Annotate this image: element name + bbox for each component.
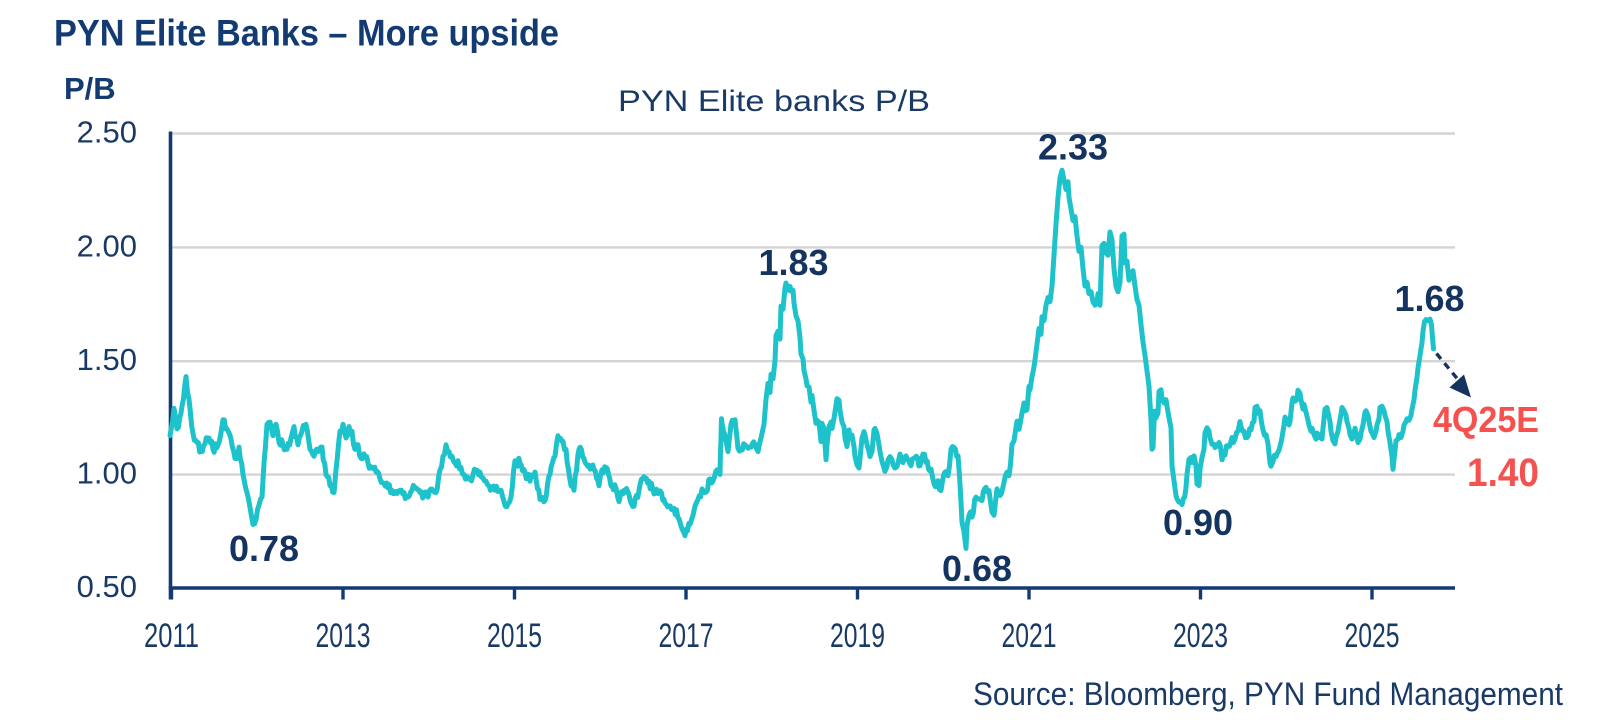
svg-text:1.83: 1.83 [758,242,828,283]
svg-text:0.50: 0.50 [77,569,137,604]
svg-text:2023: 2023 [1173,617,1228,655]
svg-text:2013: 2013 [316,617,371,655]
svg-text:2021: 2021 [1002,617,1057,655]
svg-text:1.40: 1.40 [1467,451,1539,495]
svg-text:2019: 2019 [830,617,885,655]
svg-text:PYN Elite Banks – More upside: PYN Elite Banks – More upside [54,13,559,54]
svg-text:PYN Elite banks P/B: PYN Elite banks P/B [618,85,930,118]
svg-text:2.50: 2.50 [77,115,137,150]
svg-text:0.78: 0.78 [229,528,299,569]
svg-text:2.00: 2.00 [77,228,137,263]
svg-text:0.68: 0.68 [942,548,1012,589]
svg-text:Source: Bloomberg, PYN Fund Ma: Source: Bloomberg, PYN Fund Management [973,676,1563,712]
svg-text:1.68: 1.68 [1394,278,1464,319]
svg-text:0.90: 0.90 [1163,502,1233,543]
svg-text:4Q25E: 4Q25E [1433,399,1539,440]
svg-text:2.33: 2.33 [1038,127,1108,168]
svg-text:P/B: P/B [64,71,116,106]
svg-text:1.00: 1.00 [77,456,137,491]
svg-text:2017: 2017 [659,617,714,655]
svg-text:2015: 2015 [487,617,542,655]
svg-text:2011: 2011 [144,617,199,655]
svg-text:2025: 2025 [1345,617,1400,655]
svg-text:1.50: 1.50 [77,342,137,377]
